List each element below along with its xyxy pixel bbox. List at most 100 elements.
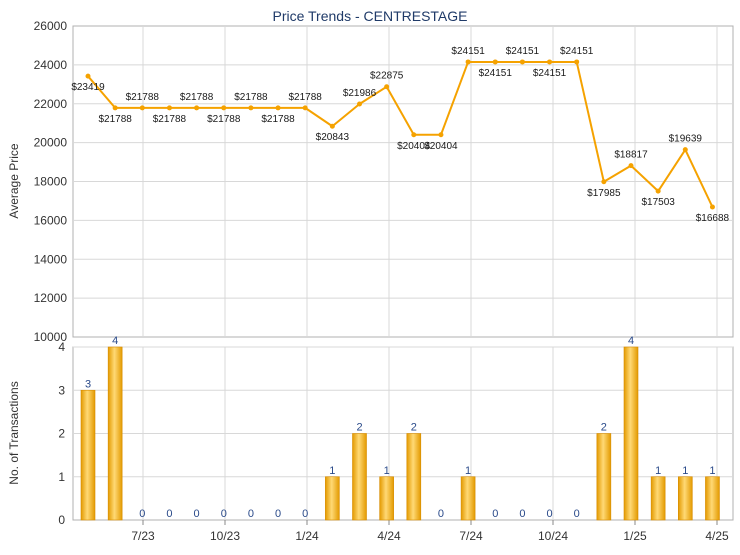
transactions-bar-label: 4 — [628, 335, 634, 347]
price-point — [139, 105, 145, 111]
price-point — [492, 59, 498, 65]
x-axis: 7/23 10/23 1/24 4/24 7/24 10/24 1/25 4/25 — [131, 520, 729, 543]
price-data-label: $24151 — [533, 68, 567, 79]
price-y-tick-label: 24000 — [34, 58, 68, 72]
transactions-bar-label: 1 — [465, 465, 471, 477]
price-data-label: $21788 — [234, 92, 268, 103]
price-y-tick-label: 20000 — [34, 136, 68, 150]
x-tick-label: 4/25 — [705, 529, 729, 543]
price-data-label: $24151 — [506, 46, 540, 57]
price-y-tick-label: 14000 — [34, 252, 68, 266]
price-y-axis: 10000 12000 14000 16000 18000 20000 22000 24000… — [34, 19, 68, 344]
transactions-bar — [406, 433, 422, 521]
transactions-bar-label: 0 — [194, 508, 200, 520]
transactions-bar-label: 4 — [112, 335, 118, 347]
transactions-bar — [705, 476, 720, 521]
price-point — [221, 105, 227, 111]
price-data-label: $24151 — [560, 46, 594, 57]
price-data-label: $20404 — [424, 141, 458, 152]
transactions-bar-label: 0 — [438, 508, 444, 520]
transactions-bar — [107, 346, 123, 521]
transactions-bar-label: 0 — [519, 508, 525, 520]
price-y-tick-label: 16000 — [34, 213, 68, 227]
chart-title: Price Trends - CENTRESTAGE — [272, 8, 467, 24]
transactions-bar — [650, 476, 666, 521]
price-point — [329, 123, 335, 129]
price-point — [166, 105, 172, 111]
price-y-axis-label: Average Price — [7, 143, 21, 218]
transactions-bar-label: 0 — [248, 508, 254, 520]
price-data-label: $23419 — [71, 82, 105, 93]
price-point — [248, 105, 254, 111]
price-data-label: $17985 — [587, 188, 621, 199]
transactions-bar-label: 1 — [655, 465, 661, 477]
transactions-bar-label: 1 — [709, 465, 715, 477]
transactions-bar — [623, 346, 639, 521]
price-gridlines — [73, 26, 733, 337]
price-data-label: $20843 — [316, 132, 350, 143]
price-point — [601, 179, 607, 185]
price-data-label: $21788 — [98, 114, 132, 125]
transactions-bar — [379, 476, 394, 521]
transactions-gridlines — [73, 346, 733, 520]
price-y-tick-label: 10000 — [34, 330, 68, 344]
transactions-bar — [80, 389, 96, 521]
price-data-label: $21788 — [207, 114, 241, 125]
transactions-bar — [352, 433, 367, 521]
transactions-y-tick-label: 2 — [58, 427, 65, 441]
x-tick-label: 10/24 — [538, 529, 568, 543]
price-data-label: $21986 — [343, 88, 377, 99]
transactions-bar-label: 1 — [682, 465, 688, 477]
price-point — [628, 163, 634, 169]
transactions-bar-label: 0 — [221, 508, 227, 520]
x-tick-label: 10/23 — [210, 529, 240, 543]
transactions-bar-label: 0 — [139, 508, 145, 520]
transactions-bar-label: 0 — [302, 508, 308, 520]
price-y-tick-label: 18000 — [34, 175, 68, 189]
transactions-bar-label: 3 — [85, 378, 91, 390]
price-data-label: $21788 — [261, 114, 295, 125]
price-data-label: $20404 — [397, 141, 431, 152]
price-point — [194, 105, 200, 111]
price-point — [465, 59, 471, 65]
price-data-label: $16688 — [696, 213, 730, 224]
price-point — [411, 132, 417, 138]
price-data-label: $18817 — [614, 150, 648, 161]
transactions-bar-label: 2 — [356, 422, 362, 434]
price-point — [275, 105, 281, 111]
x-tick-label: 1/24 — [295, 529, 319, 543]
price-point — [384, 84, 390, 90]
price-y-tick-label: 12000 — [34, 291, 68, 305]
transactions-y-axis: 0 1 2 3 4 — [58, 340, 65, 527]
transactions-bar-label: 0 — [492, 508, 498, 520]
transactions-bar-label: 2 — [601, 422, 607, 434]
x-tick-label: 7/23 — [131, 529, 155, 543]
price-point — [438, 132, 444, 138]
price-point — [547, 59, 553, 65]
price-point — [655, 188, 661, 194]
price-data-label: $21788 — [153, 114, 187, 125]
transactions-bar-label: 0 — [275, 508, 281, 520]
transactions-bar-label: 2 — [411, 422, 417, 434]
transactions-bar-label: 1 — [329, 465, 335, 477]
price-point — [112, 105, 118, 111]
price-data-label: $24151 — [451, 46, 485, 57]
price-point — [519, 59, 525, 65]
transactions-y-tick-label: 3 — [58, 383, 65, 397]
price-line — [87, 60, 714, 208]
price-data-label: $21788 — [180, 92, 214, 103]
price-series: $23419 $21788 $21788 $21788 $21788 $21788 $217… — [71, 46, 729, 224]
transactions-y-axis-label: No. of Transactions — [7, 381, 21, 484]
transactions-bar — [677, 476, 693, 521]
transactions-bar — [325, 476, 340, 521]
price-data-label: $22875 — [370, 71, 404, 82]
price-data-label: $24151 — [479, 68, 513, 79]
transactions-bar-label: 0 — [574, 508, 580, 520]
price-point — [85, 73, 91, 79]
transactions-y-tick-label: 0 — [58, 513, 65, 527]
price-point — [357, 101, 362, 107]
price-point — [682, 147, 688, 153]
x-tick-label: 7/24 — [459, 529, 483, 543]
